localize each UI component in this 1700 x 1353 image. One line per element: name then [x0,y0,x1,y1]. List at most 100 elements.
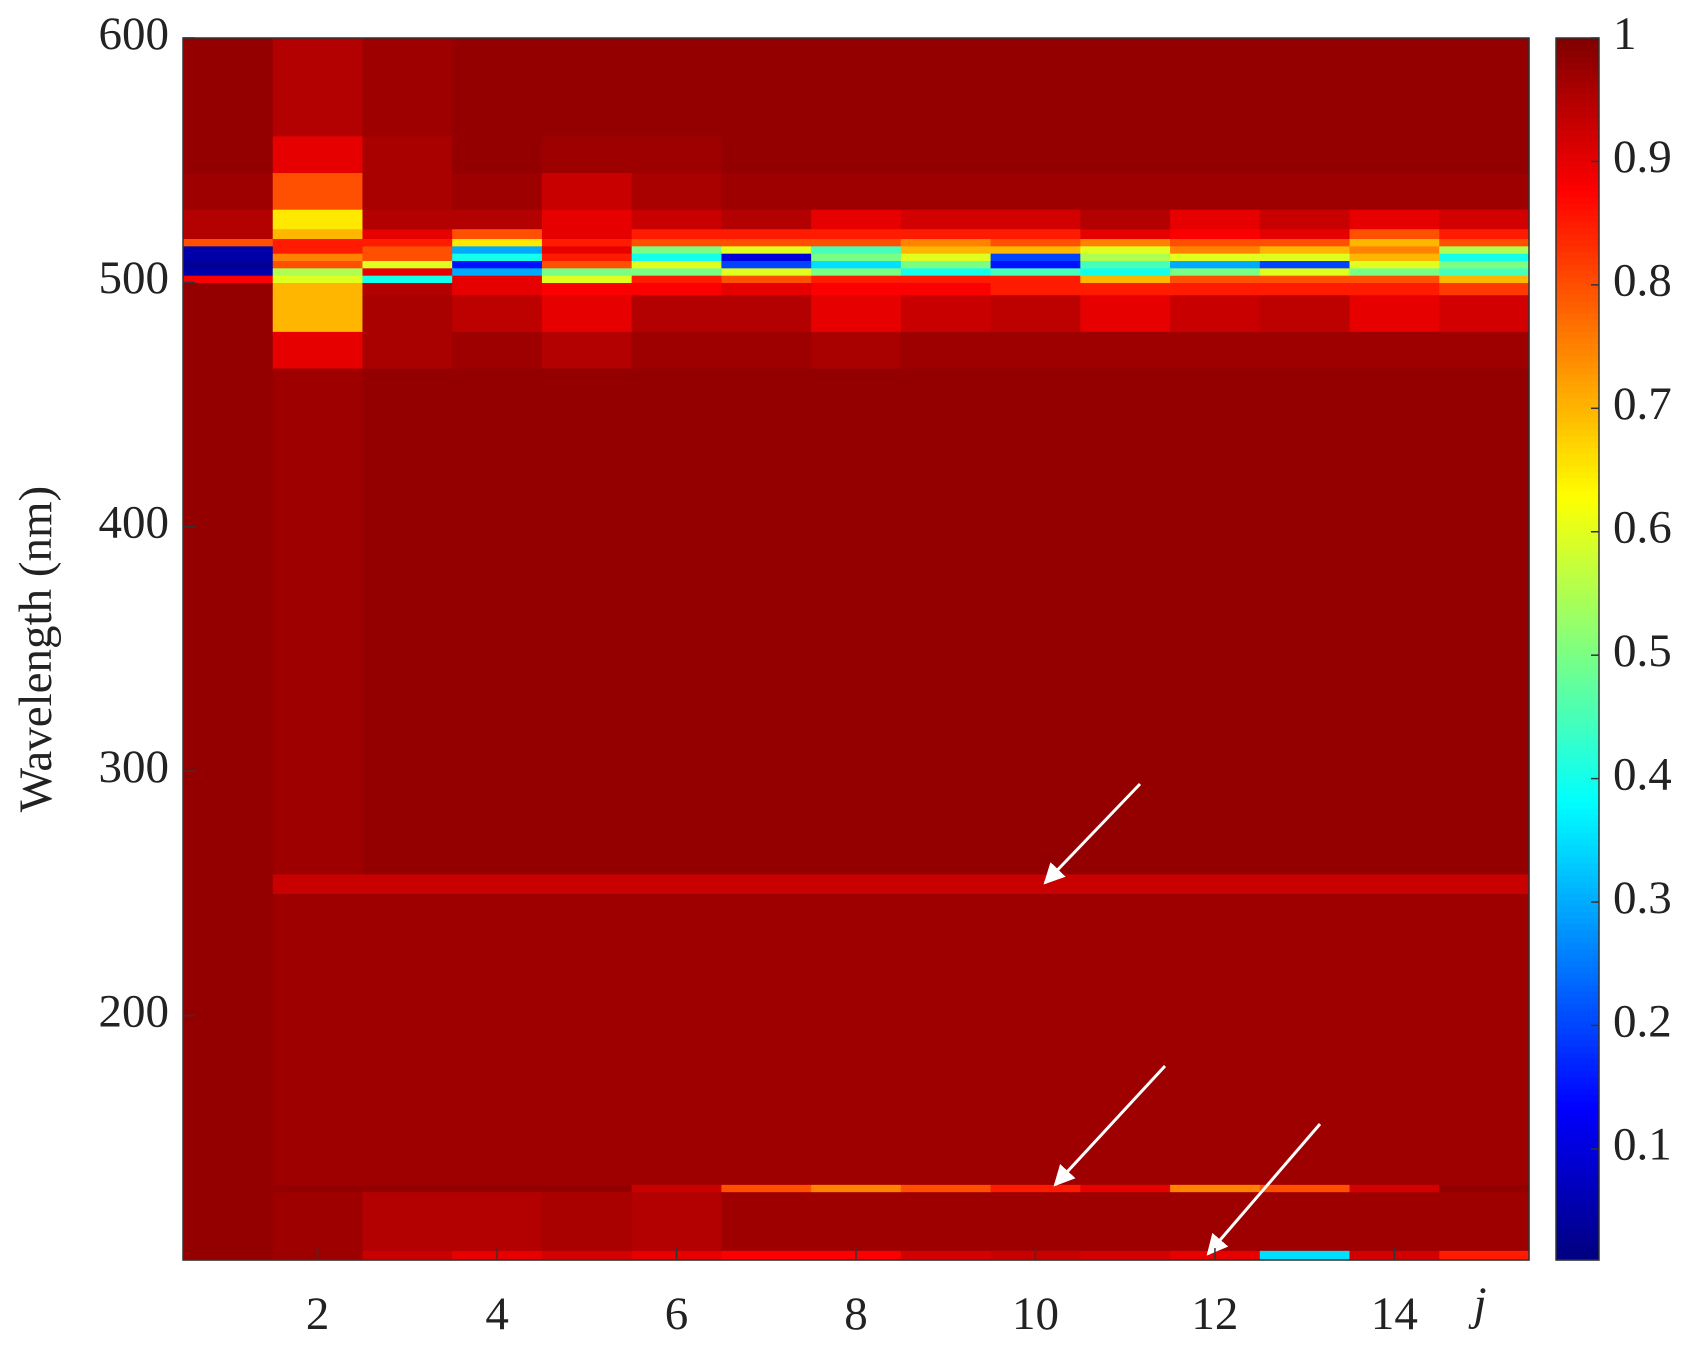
colorbar-swatch [1556,783,1599,791]
heatmap-cell [900,1250,992,1261]
colorbar-swatch [1556,1046,1599,1053]
heatmap-cell [362,1250,453,1261]
heatmap-cell [362,893,453,1185]
colorbar-swatch [1556,484,1599,491]
heatmap-cell [1349,245,1440,254]
heatmap-cell [272,135,364,174]
arrow [1206,1123,1322,1256]
arrow [1043,782,1142,885]
heatmap-cell [811,1184,902,1193]
colorbar-swatch [1556,319,1599,326]
heatmap-cell [811,245,902,254]
heatmap-cell [1170,282,1261,296]
heatmap-cell [541,893,633,1185]
colorbar-swatch [1556,734,1599,742]
heatmap [183,38,1530,1261]
colorbar-swatch [1556,496,1599,503]
colorbar-swatch [1556,141,1599,149]
heatmap-cell [452,260,543,269]
heatmap-cell [1080,1191,1171,1251]
colorbar-swatch [1556,826,1599,833]
colorbar-swatch [1556,86,1599,94]
heatmap-cell [272,245,364,254]
heatmap-cell [990,893,1081,1185]
heatmap-cell [900,253,992,262]
colorbar-swatch [1556,92,1599,100]
colorbar-swatch [1556,459,1599,467]
colorbar-swatch [1556,312,1599,320]
colorbar-swatch [1556,838,1599,846]
colorbar-swatch [1556,105,1599,112]
colorbar-swatch [1556,850,1599,858]
colorbar-swatch [1556,642,1599,650]
colorbar-swatch [1556,111,1599,119]
colorbar-swatch [1556,184,1599,192]
colorbar-tick-label: 0.8 [1613,255,1672,307]
colorbar-swatch [1556,716,1599,723]
colorbar-swatch [1556,1113,1599,1121]
heatmap-cell [183,38,274,137]
colorbar-swatch [1556,160,1599,167]
heatmap-cell [1439,1250,1530,1261]
colorbar-swatch [1556,728,1599,736]
heatmap-cell [1349,294,1440,332]
colorbar-swatch [1556,795,1599,803]
heatmap-cell [183,367,274,875]
heatmap-cell [721,275,812,283]
colorbar-swatch [1556,349,1599,357]
colorbar-swatch [1556,1247,1599,1255]
heatmap-cell [541,209,633,230]
heatmap-cell [1170,260,1261,269]
heatmap-cell [811,275,902,283]
colorbar-swatch [1556,270,1599,277]
heatmap-cell [541,282,633,296]
heatmap-cell [721,228,812,240]
colorbar-swatch [1556,1003,1599,1011]
heatmap-cell [1080,367,1171,875]
heatmap-cell [1439,260,1530,269]
colorbar-swatch [1556,508,1599,516]
heatmap-cell [1349,282,1440,296]
colorbar-swatch [1556,594,1599,601]
colorbar-swatch [1556,447,1599,455]
colorbar-swatch [1556,477,1599,485]
heatmap-cell [900,294,992,332]
heatmap-cell [362,172,453,210]
heatmap-cell [1170,873,1261,894]
heatmap-cell [452,245,543,254]
heatmap-cell [541,228,633,240]
heatmap-cell [183,1250,274,1261]
colorbar-swatch [1556,649,1599,656]
colorbar-swatch [1556,166,1599,174]
x-axis-label: j [1467,1278,1486,1330]
heatmap-cell [990,209,1081,230]
colorbar-swatch [1556,129,1599,137]
heatmap-cell [631,260,722,269]
heatmap-cell [1259,294,1351,332]
heatmap-cell [452,238,543,247]
heatmap-cell [1439,331,1530,369]
heatmap-cell [1259,1250,1351,1261]
colorbar-tick-label: 0.7 [1613,378,1672,430]
heatmap-cell [541,331,633,369]
heatmap-cell [811,893,902,1185]
heatmap-cell [900,209,992,230]
heatmap-cell [721,253,812,262]
heatmap-cell [811,260,902,269]
heatmap-cell [900,245,992,254]
heatmap-cell [452,228,543,240]
heatmap-cell [1439,1184,1530,1193]
heatmap-cell [1439,238,1530,247]
colorbar-swatch [1556,1058,1599,1066]
heatmap-cell [1080,294,1171,332]
heatmap-cell [1170,367,1261,875]
colorbar-swatch [1556,62,1599,70]
heatmap-cell [452,1191,543,1251]
colorbar-swatch [1556,899,1599,907]
colorbar-swatch [1556,685,1599,693]
x-tick-label: 14 [1371,1288,1418,1340]
heatmap-cell [541,275,633,283]
heatmap-cell [272,873,364,894]
colorbar-swatch [1556,887,1599,894]
heatmap-cell [631,1184,722,1193]
